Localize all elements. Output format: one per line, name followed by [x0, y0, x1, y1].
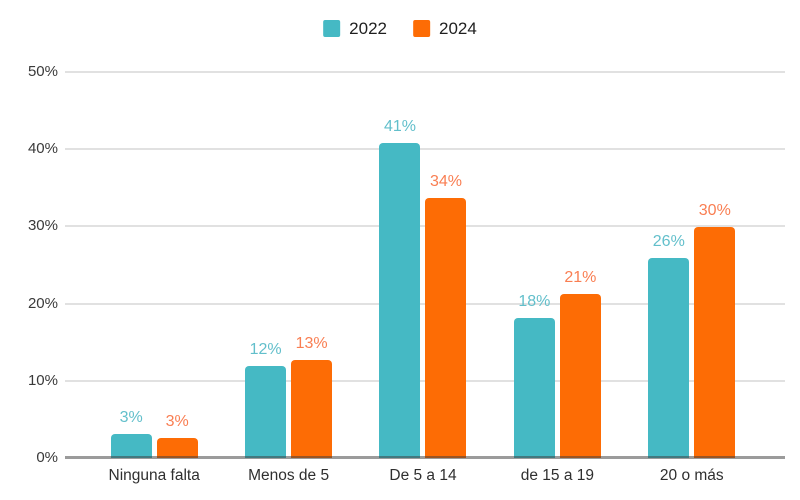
gridline-40 — [65, 148, 785, 151]
bar-2024-3[interactable] — [425, 197, 467, 458]
legend-label: 2024 — [439, 19, 477, 38]
y-tick-label: 40% — [27, 140, 58, 158]
legend-swatch-icon — [323, 20, 341, 37]
x-axis-labels: Ninguna falta Menos de 5 De 5 a 14 de 15 a … — [87, 466, 759, 490]
bar-value-label: 26% — [652, 233, 685, 251]
y-tick-label: 30% — [27, 217, 58, 235]
bar-group-4: 18% 21% — [490, 72, 624, 458]
gridline-10 — [65, 379, 785, 382]
bar-2022-4[interactable] — [513, 317, 555, 458]
gridline-30 — [65, 225, 785, 228]
x-axis-label: De 5 a 14 — [389, 467, 457, 484]
bar-value-label: 3% — [119, 409, 143, 427]
y-tick-label: 20% — [27, 294, 58, 312]
x-axis-label: Menos de 5 — [248, 467, 330, 484]
bar-2022-3[interactable] — [379, 143, 421, 458]
y-tick-label: 0% — [36, 449, 58, 466]
bar-2022-2[interactable] — [245, 366, 287, 458]
gridline-20 — [65, 302, 785, 305]
gridline-50 — [65, 71, 785, 73]
bars-layer: 3% 3% 12% 13% 41% 34% 18% 21% 26% 30% — [87, 72, 759, 458]
y-tick-label: 10% — [27, 371, 58, 389]
bar-value-label: 34% — [429, 172, 462, 190]
bar-2024-5[interactable] — [694, 227, 736, 458]
legend: 2022 2024 — [323, 20, 477, 37]
legend-label: 2022 — [349, 19, 387, 38]
bar-value-label: 3% — [165, 412, 189, 430]
y-tick-label: 50% — [27, 63, 58, 80]
x-axis-label: Ninguna falta — [108, 467, 200, 484]
bar-value-label: 18% — [518, 292, 551, 310]
x-axis-line — [65, 456, 785, 459]
bar-value-label: 21% — [564, 269, 597, 287]
bar-value-label: 13% — [295, 334, 328, 352]
x-axis-label: de 15 a 19 — [520, 467, 595, 484]
bar-value-label: 41% — [383, 118, 416, 136]
legend-swatch-icon — [413, 20, 430, 37]
bar-group-2: 12% 13% — [221, 72, 355, 458]
legend-item-2024[interactable]: 2024 — [413, 20, 477, 37]
legend-item-2022[interactable]: 2022 — [323, 20, 387, 37]
bar-group-5: 26% 30% — [625, 72, 759, 458]
bar-2024-2[interactable] — [291, 359, 333, 458]
bar-group-1: 3% 3% — [87, 72, 221, 458]
bar-value-label: 12% — [249, 341, 282, 359]
bar-2022-5[interactable] — [648, 258, 690, 458]
x-axis-label: 20 o más — [659, 467, 724, 484]
bar-value-label: 30% — [698, 202, 731, 220]
bar-2024-4[interactable] — [559, 294, 601, 458]
bar-group-3: 41% 34% — [356, 72, 490, 458]
bar-2024-1[interactable] — [156, 437, 198, 458]
bar-2022-1[interactable] — [110, 434, 152, 458]
